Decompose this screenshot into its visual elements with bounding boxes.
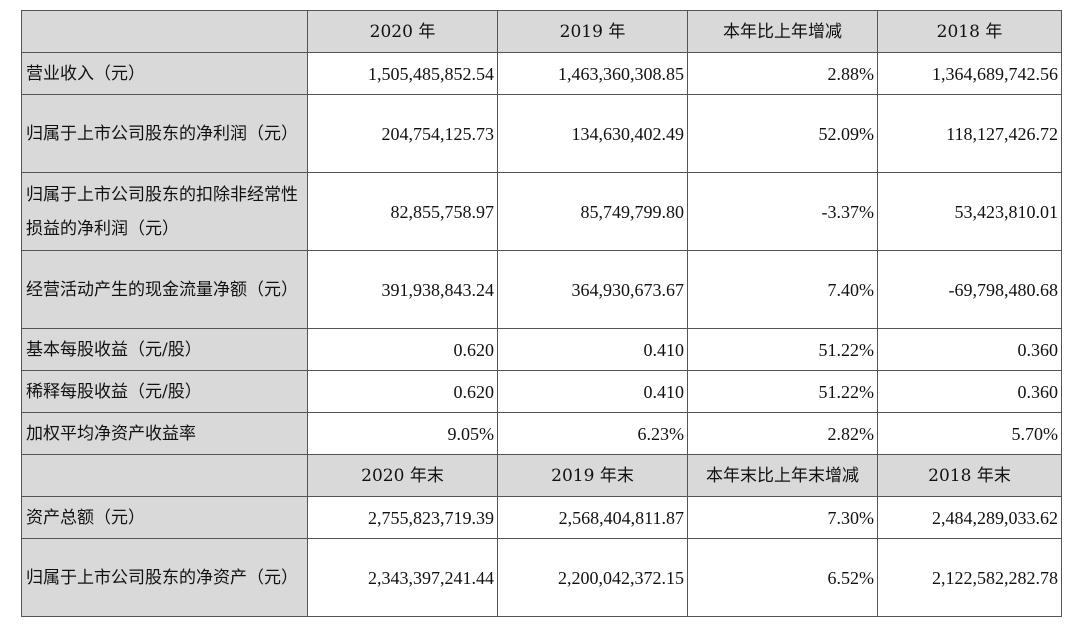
table-row-operating-cash-flow: 经营活动产生的现金流量净额（元） 391,938,843.24 364,930,… [21, 250, 1062, 329]
table-row-net-profit-deducted: 归属于上市公司股东的扣除非经常性损益的净利润（元） 82,855,758.97 … [21, 172, 1062, 251]
header-blank-cell [21, 454, 308, 497]
cell-change: 6.52% [687, 538, 878, 617]
cell-2019: 134,630,402.49 [497, 94, 688, 173]
cell-2018: 1,364,689,742.56 [877, 52, 1062, 95]
cell-2020: 9.05% [307, 412, 498, 455]
cell-change: 51.22% [687, 328, 878, 371]
cell-2019: 364,930,673.67 [497, 250, 688, 329]
cell-change: -3.37% [687, 172, 878, 251]
cell-2018: 53,423,810.01 [877, 172, 1062, 251]
cell-2018: -69,798,480.68 [877, 250, 1062, 329]
cell-2020: 0.620 [307, 328, 498, 371]
row-label: 资产总额（元） [21, 496, 308, 539]
header-cell-2018: 2018 年 [877, 10, 1062, 53]
header-cell-change-end: 本年末比上年末增减 [687, 454, 878, 497]
cell-change: 51.22% [687, 370, 878, 413]
table-row-roe: 加权平均净资产收益率 9.05% 6.23% 2.82% 5.70% [21, 412, 1062, 455]
header-cell-2020-end: 2020 年末 [307, 454, 498, 497]
cell-2020: 82,855,758.97 [307, 172, 498, 251]
header-row-top: 2020 年 2019 年 本年比上年增减 2018 年 [21, 10, 1062, 53]
row-label: 基本每股收益（元/股） [21, 328, 308, 371]
cell-2019: 2,200,042,372.15 [497, 538, 688, 617]
cell-change: 2.88% [687, 52, 878, 95]
cell-2020: 1,505,485,852.54 [307, 52, 498, 95]
cell-2020: 204,754,125.73 [307, 94, 498, 173]
row-label: 归属于上市公司股东的净资产（元） [21, 538, 308, 617]
header-row-bottom: 2020 年末 2019 年末 本年末比上年末增减 2018 年末 [21, 454, 1062, 497]
row-label: 稀释每股收益（元/股） [21, 370, 308, 413]
table-row-diluted-eps: 稀释每股收益（元/股） 0.620 0.410 51.22% 0.360 [21, 370, 1062, 413]
row-label: 归属于上市公司股东的净利润（元） [21, 94, 308, 173]
header-cell-2020: 2020 年 [307, 10, 498, 53]
cell-2018: 2,484,289,033.62 [877, 496, 1062, 539]
cell-2019: 0.410 [497, 328, 688, 371]
table-row-net-profit: 归属于上市公司股东的净利润（元） 204,754,125.73 134,630,… [21, 94, 1062, 173]
cell-2019: 0.410 [497, 370, 688, 413]
cell-2018: 0.360 [877, 370, 1062, 413]
cell-2020: 2,343,397,241.44 [307, 538, 498, 617]
row-label: 经营活动产生的现金流量净额（元） [21, 250, 308, 329]
cell-2019: 6.23% [497, 412, 688, 455]
header-cell-change: 本年比上年增减 [687, 10, 878, 53]
cell-2018: 5.70% [877, 412, 1062, 455]
cell-2018: 2,122,582,282.78 [877, 538, 1062, 617]
cell-2019: 1,463,360,308.85 [497, 52, 688, 95]
cell-change: 52.09% [687, 94, 878, 173]
row-label: 归属于上市公司股东的扣除非经常性损益的净利润（元） [21, 172, 308, 251]
header-cell-2018-end: 2018 年末 [877, 454, 1062, 497]
table-row-net-assets: 归属于上市公司股东的净资产（元） 2,343,397,241.44 2,200,… [21, 538, 1062, 617]
row-label: 营业收入（元） [21, 52, 308, 95]
table-row-total-assets: 资产总额（元） 2,755,823,719.39 2,568,404,811.8… [21, 496, 1062, 539]
cell-2020: 2,755,823,719.39 [307, 496, 498, 539]
header-cell-2019: 2019 年 [497, 10, 688, 53]
table-row-revenue: 营业收入（元） 1,505,485,852.54 1,463,360,308.8… [21, 52, 1062, 95]
cell-change: 7.40% [687, 250, 878, 329]
cell-change: 7.30% [687, 496, 878, 539]
cell-2019: 85,749,799.80 [497, 172, 688, 251]
cell-2019: 2,568,404,811.87 [497, 496, 688, 539]
header-cell-2019-end: 2019 年末 [497, 454, 688, 497]
financial-summary-table: 2020 年 2019 年 本年比上年增减 2018 年 营业收入（元） 1,5… [21, 10, 1062, 617]
cell-2020: 391,938,843.24 [307, 250, 498, 329]
cell-2018: 118,127,426.72 [877, 94, 1062, 173]
header-blank-cell [21, 10, 308, 53]
cell-2018: 0.360 [877, 328, 1062, 371]
cell-2020: 0.620 [307, 370, 498, 413]
cell-change: 2.82% [687, 412, 878, 455]
row-label: 加权平均净资产收益率 [21, 412, 308, 455]
table-row-basic-eps: 基本每股收益（元/股） 0.620 0.410 51.22% 0.360 [21, 328, 1062, 371]
